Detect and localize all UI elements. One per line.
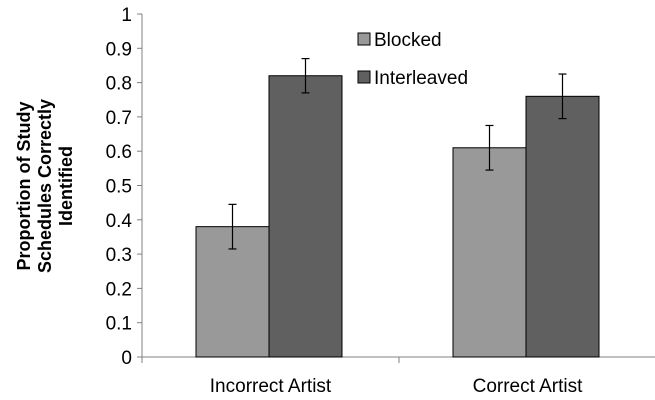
y-tick-label: 0.6 <box>106 142 132 163</box>
x-tick-label: Incorrect Artist <box>210 376 332 397</box>
y-tick-label: 0.4 <box>106 211 133 232</box>
y-axis-label-line-3: Identified <box>56 146 76 226</box>
y-ticks: 0 0.1 0.2 0.3 0.4 0.5 0.6 0.7 0.8 0.9 1 <box>106 5 142 369</box>
y-axis-label: Proportion of Study Schedules Correctly … <box>14 99 76 273</box>
bar-interleaved-1 <box>268 75 343 358</box>
legend-swatch-interleaved <box>357 70 371 84</box>
legend-swatch-blocked <box>357 32 371 46</box>
y-axis-label-line-2: Schedules Correctly <box>35 99 55 273</box>
legend-label-interleaved: Interleaved <box>374 68 468 89</box>
y-tick-label: 1 <box>121 5 132 26</box>
error-bars <box>228 57 567 250</box>
y-tick-label: 0.3 <box>106 245 132 266</box>
y-tick-label: 0 <box>121 348 132 369</box>
x-tick-label: Correct Artist <box>473 376 584 397</box>
y-tick-label: 0.5 <box>106 177 132 198</box>
y-tick-label: 0.2 <box>106 279 132 300</box>
y-tick-label: 0.1 <box>106 314 132 335</box>
bar-interleaved-2 <box>525 95 600 358</box>
legend: Blocked Interleaved <box>357 30 468 89</box>
bars <box>195 75 600 358</box>
y-tick-label: 0.7 <box>106 108 132 129</box>
y-axis-label-line-1: Proportion of Study <box>14 102 34 271</box>
x-tick-labels: Incorrect Artist Correct Artist <box>210 376 583 397</box>
bar-blocked-2 <box>452 147 527 358</box>
y-tick-label: 0.8 <box>106 74 132 95</box>
legend-label-blocked: Blocked <box>374 30 442 51</box>
y-tick-label: 0.9 <box>106 39 132 60</box>
